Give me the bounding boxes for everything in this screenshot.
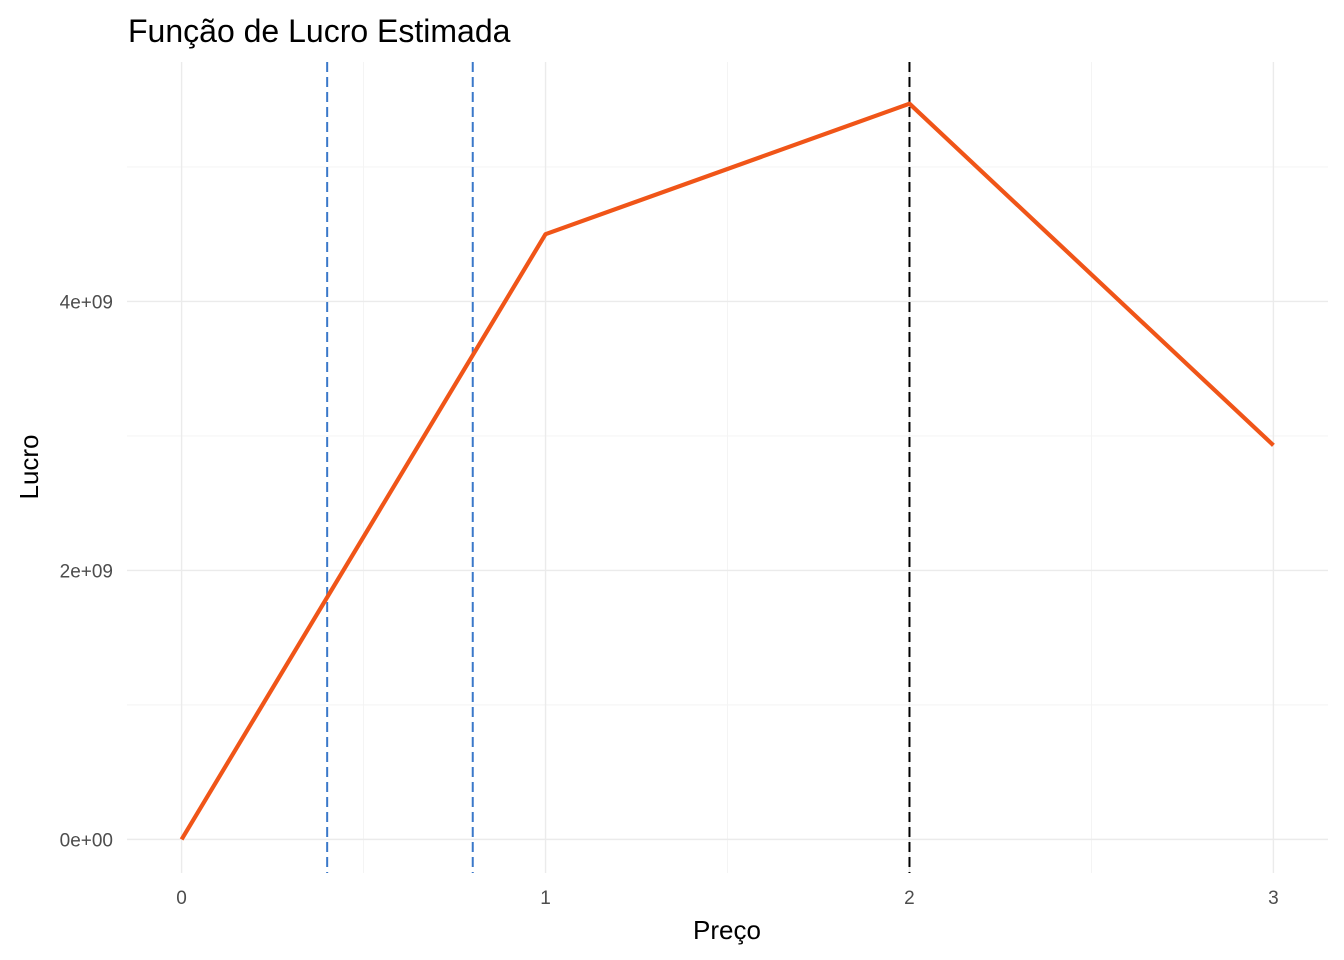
x-tick-label: 2 — [904, 888, 915, 909]
y-tick-label: 4e+09 — [60, 292, 113, 313]
minor-gridlines — [127, 62, 1328, 873]
y-tick-label: 2e+09 — [60, 561, 113, 582]
x-tick-label: 1 — [540, 888, 551, 909]
y-axis-ticks: 0e+00 2e+09 4e+09 — [60, 292, 113, 851]
series-lines — [179, 101, 1275, 841]
reference-lines — [326, 62, 911, 873]
y-axis-title: Lucro — [14, 434, 44, 499]
x-tick-label: 0 — [176, 888, 187, 909]
x-axis-ticks: 0 1 2 3 — [176, 888, 1278, 909]
chart-title: Função de Lucro Estimada — [128, 13, 511, 49]
y-tick-label: 0e+00 — [60, 830, 113, 851]
series-line — [179, 101, 1275, 841]
x-tick-label: 3 — [1268, 888, 1279, 909]
x-axis-title: Preço — [693, 915, 761, 945]
